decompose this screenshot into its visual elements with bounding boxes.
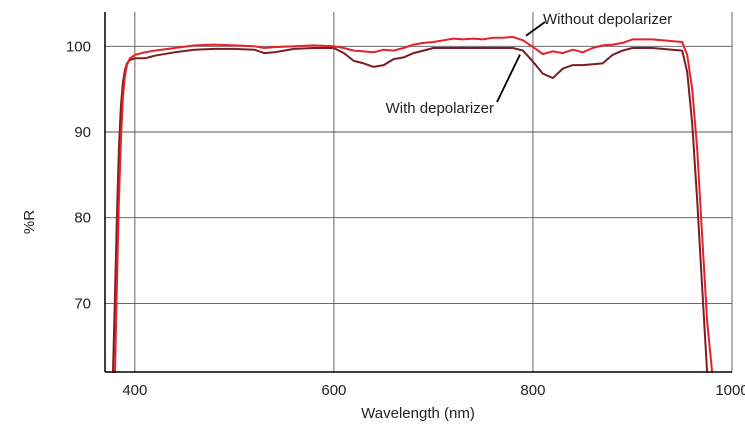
gridlines xyxy=(105,12,733,372)
annotation-pointer-without xyxy=(525,21,546,37)
y-tick-label: 90 xyxy=(74,124,91,141)
series-line-without-depolarizer xyxy=(114,35,714,373)
y-tick-label: 100 xyxy=(66,38,91,55)
tick-labels: 400 600 800 1000 70 80 90 100 xyxy=(66,38,745,399)
x-axis-title: Wavelength (nm) xyxy=(361,405,475,422)
y-axis-title: %R xyxy=(21,210,38,234)
x-tick-label: 600 xyxy=(321,382,346,399)
annotations: Without depolarizer With depolarizer xyxy=(386,11,673,117)
y-tick-label: 70 xyxy=(74,295,91,312)
annotation-without-depolarizer: Without depolarizer xyxy=(543,11,672,28)
x-tick-label: 1000 xyxy=(715,382,745,399)
y-tick-label: 80 xyxy=(74,210,91,227)
x-tick-label: 400 xyxy=(122,382,147,399)
axes xyxy=(104,12,732,373)
series-line-with-depolarizer xyxy=(112,47,709,373)
annotation-pointer-with xyxy=(496,54,521,103)
annotation-with-depolarizer: With depolarizer xyxy=(386,100,494,117)
series-lines xyxy=(112,35,714,373)
x-tick-label: 800 xyxy=(520,382,545,399)
